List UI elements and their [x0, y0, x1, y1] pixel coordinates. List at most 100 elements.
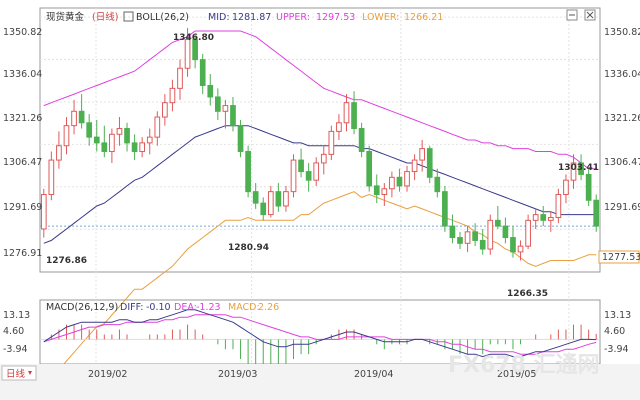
candle-body-56 [464, 231, 471, 244]
macd-right-1: 4.60 [604, 326, 625, 337]
right-tick-4: 1291.69 [604, 202, 640, 213]
annotation-recent-high: 1303.41 [558, 163, 599, 173]
candle-body-53 [442, 191, 448, 227]
bollinger-bands [43, 30, 597, 382]
right-tick-3: 1306.47 [604, 157, 640, 168]
candle-body-11 [124, 128, 130, 144]
candle-body-20 [192, 39, 198, 61]
bottom-bar-bg [0, 364, 640, 400]
left-tick-0: 1350.82 [3, 27, 42, 38]
close-button[interactable] [584, 9, 596, 21]
price-annotations: 1346.80 1280.94 1276.86 1266.35 1303.41 [46, 33, 599, 299]
candle-body-60 [494, 219, 501, 227]
macd-left-2: -3.94 [3, 344, 28, 355]
boll-upper-line [43, 30, 597, 170]
right-tick-0: 1350.82 [604, 27, 640, 38]
period-button[interactable]: 日线 [1, 365, 37, 381]
candle-body-65 [532, 214, 539, 221]
candle-body-69 [563, 179, 569, 196]
candle-body-4 [71, 110, 77, 127]
candle-body-50 [419, 148, 426, 161]
candle-body-73 [593, 199, 600, 227]
candle-body-45 [381, 188, 388, 196]
macd-plot-frame [39, 299, 601, 365]
candle-body-6 [86, 122, 93, 138]
annotation-high: 1346.80 [173, 33, 214, 43]
price-plot-frame [39, 7, 601, 273]
annotation-low-mar: 1280.94 [228, 243, 269, 253]
lower-label: LOWER: [362, 12, 399, 23]
candle-body-26 [237, 125, 244, 152]
candle-body-32 [283, 191, 289, 207]
candle-body-30 [267, 191, 274, 216]
date-label-3: 2019/05 [497, 369, 536, 380]
right-tick-1: 1336.04 [604, 69, 640, 80]
boll-lower-line [43, 191, 597, 382]
candle-body-27 [245, 150, 251, 193]
price-axis-right: 1350.82 1336.04 1321.26 1306.47 1291.69 [604, 27, 640, 213]
candle-body-44 [373, 185, 380, 196]
candle-body-10 [116, 128, 123, 135]
candle-body-61 [502, 225, 509, 239]
macd-value: 2.26 [258, 302, 279, 313]
candle-body-12 [131, 142, 138, 152]
macd-diff-line [43, 309, 597, 358]
settings-box-icon[interactable] [123, 11, 134, 22]
macd-axis: 13.13 4.60 -3.94 13.13 4.60 -3.94 [3, 310, 631, 355]
date-label-2: 2019/04 [354, 369, 393, 380]
candle-body-31 [275, 191, 282, 207]
macd-name: MACD(26,12,9) [46, 302, 118, 313]
candle-body-0 [40, 194, 47, 230]
mid-value: 1281.87 [232, 12, 271, 23]
upper-label: UPPER: [276, 12, 310, 23]
candle-body-22 [207, 84, 214, 98]
candle-body-54 [449, 225, 456, 239]
dea-label: DEA: [174, 302, 197, 313]
candle-body-21 [199, 59, 206, 86]
candle-body-41 [351, 102, 357, 130]
candle-body-46 [389, 176, 395, 190]
macd-series [40, 309, 600, 374]
left-tick-4: 1291.69 [3, 202, 42, 213]
diff-label: DIFF: [120, 302, 144, 313]
candle-body-58 [479, 239, 486, 250]
candle-body-18 [177, 67, 183, 89]
boll-header: 现货黄金 (日线) BOLL(26,2) MID: 1281.87 UPPER:… [46, 11, 443, 23]
candle-body-47 [396, 176, 403, 187]
candle-body-43 [366, 150, 373, 187]
candle-body-36 [313, 162, 320, 181]
candle-body-13 [139, 142, 146, 152]
candle-body-33 [290, 159, 297, 193]
candle-body-14 [146, 136, 153, 144]
candle-body-66 [540, 214, 547, 221]
diff-value: -0.10 [146, 302, 171, 313]
candle-body-29 [260, 202, 267, 216]
candlesticks [40, 28, 600, 261]
price-axis-left: 1350.82 1336.04 1321.26 1306.47 1291.69 … [3, 27, 42, 259]
minimize-button[interactable] [566, 9, 578, 21]
candle-body-35 [305, 171, 312, 181]
candle-body-70 [570, 162, 577, 181]
left-tick-2: 1321.26 [3, 113, 42, 124]
right-tick-2: 1321.26 [604, 113, 640, 124]
candle-body-49 [411, 159, 418, 173]
candle-body-8 [101, 142, 108, 152]
candle-body-7 [93, 136, 100, 144]
lower-value: 1266.21 [404, 12, 443, 23]
candle-body-16 [162, 102, 168, 118]
bottom-bar: 日线 2019/02 2019/03 2019/04 2019/05 [0, 364, 640, 400]
candle-body-24 [222, 105, 229, 112]
macd-header: MACD(26,12,9) DIFF: -0.10 DEA: -1.23 MAC… [46, 302, 279, 313]
symbol-label: 现货黄金 [46, 11, 85, 23]
candle-body-72 [585, 173, 592, 201]
candle-body-71 [578, 162, 584, 175]
candle-body-55 [457, 237, 463, 244]
period-button-box [1, 365, 37, 381]
candle-body-5 [78, 110, 85, 124]
candle-body-15 [154, 116, 161, 138]
candle-body-51 [426, 148, 433, 178]
chevron-down-icon [28, 371, 32, 375]
candle-body-25 [230, 105, 236, 127]
annotation-low-may: 1266.35 [507, 289, 548, 299]
